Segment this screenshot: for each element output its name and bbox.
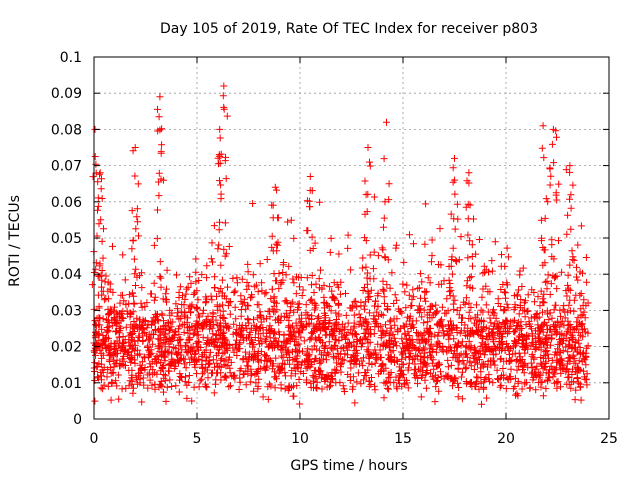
axis-ticks [93,56,610,420]
y-axis-label: ROTI / TECUs [7,195,23,287]
x-tick-label: 0 [90,431,99,447]
y-tick-label: 0.09 [51,86,82,102]
data-points [88,82,592,408]
y-tick-label: 0.08 [51,122,82,138]
x-tick-label: 10 [291,431,309,447]
y-tick-label: 0.02 [51,340,82,356]
y-tick-label: 0.03 [51,303,82,319]
x-tick-label: 20 [497,431,515,447]
x-tick-label: 5 [193,431,202,447]
y-tick-label: 0.06 [51,195,82,211]
y-tick-labels: 0 0.01 0.02 0.03 0.04 0.05 0.06 0.07 0.08 0.09 0.1 [51,50,82,428]
y-tick-label: 0.07 [51,159,82,175]
y-tick-label: 0.04 [51,267,82,283]
x-axis-label: GPS time / hours [290,458,407,474]
x-tick-label: 15 [394,431,412,447]
y-tick-label: 0.01 [51,376,82,392]
y-tick-label: 0.1 [60,50,82,66]
chart-title: Day 105 of 2019, Rate Of TEC Index for r… [160,21,538,37]
y-tick-label: 0.05 [51,231,82,247]
x-tick-labels: 0 5 10 15 20 25 [90,431,618,447]
x-tick-label: 25 [600,431,618,447]
roti-markers [88,82,592,408]
y-tick-label: 0 [73,412,82,428]
